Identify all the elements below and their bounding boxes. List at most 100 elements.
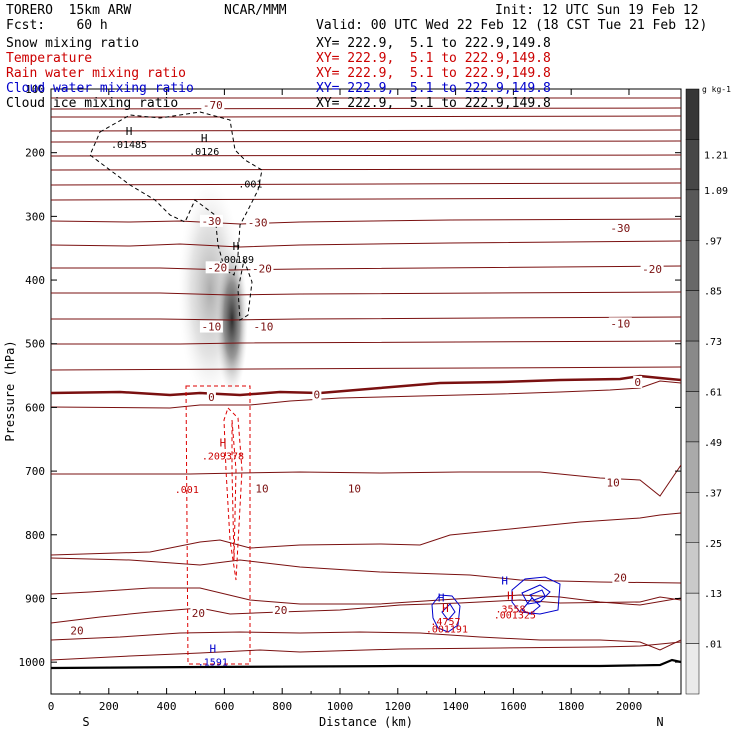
x-tick-label: 1200 [385,700,412,713]
isotherm-label-bg [205,261,229,274]
colorbar-label: .37 [704,488,722,499]
x-tick-label: 1800 [558,700,585,713]
legend-field: Temperature [6,51,93,66]
maximum-value: .3558 [495,605,525,616]
init-time: Init: 12 UTC Sun 19 Feb 12 [495,3,699,18]
colorbar-label: .85 [704,287,722,298]
cloud-water-contours [431,576,561,633]
isotherm-label: 0 [208,391,215,404]
isotherm-label-bg [640,263,664,276]
colorbar-label: 1.21 [704,151,728,162]
y-axis-title: Pressure (hPa) [3,340,17,441]
legend-field: Snow mixing ratio [6,36,140,51]
model-title: TORERO 15km ARW [6,3,132,18]
legend-xsec: XY= 222.9, 5.1 to 222.9,149.8 [316,96,551,111]
colorbar-bin [685,340,700,392]
isotherm-label: 20 [192,607,205,620]
y-tick-label: 200 [25,147,45,160]
maximum-value: .1591 [198,658,228,669]
maximum-marker: H [201,132,208,145]
maximum-marker: H [220,436,227,449]
isotherm-label-bg [201,98,225,111]
plot-area: -70 -30 -30 -30 -20 -20 -20 -10 -10 -10 0 0 0 10 10 10 2… [51,97,681,670]
colorbar-bin [685,441,700,493]
colorbar-bin [685,88,700,140]
legend-xsec: XY= 222.9, 5.1 to 222.9,149.8 [316,81,551,96]
colorbar-label: .13 [704,589,722,600]
isotherm-label: 10 [255,482,268,495]
center-title: NCAR/MMM [224,3,287,18]
colorbar-bin [685,290,700,342]
y-tick-label: 400 [25,274,45,287]
legend-field: Cloud ice mixing ratio [6,96,179,111]
maximum-marker: H [501,574,508,587]
legend-xsec: XY= 222.9, 5.1 to 222.9,149.8 [316,36,551,51]
maximum-marker: H [233,240,240,253]
colorbar-bin [685,189,700,241]
y-tick-label: 500 [25,338,45,351]
colorbar-label: .49 [704,438,722,449]
isotherm-label-bg [605,476,622,489]
colorbar-label: .01 [704,640,722,651]
colorbar-units: g kg-1 [702,85,731,94]
south-end-label: S [82,715,89,729]
isotherm-label: -10 [610,317,630,330]
y-tick-label: 600 [25,401,45,414]
isotherm-label: -20 [207,261,227,274]
x-tick-label: 2000 [616,700,643,713]
x-tick-label: 400 [157,700,177,713]
maximum-value: .001191 [426,624,468,635]
maximum-value: .209378 [202,451,244,462]
colorbar-label: .73 [704,337,722,348]
colorbar-label: .61 [704,388,722,399]
maximum-marker: H [210,643,217,656]
isotherm-label-bg [608,221,632,234]
maximum-value: .001325 [494,610,536,621]
maximum-value: .001 [175,485,199,496]
legend-xsec: XY= 222.9, 5.1 to 222.9,149.8 [316,66,551,81]
isotherm-label-bg [612,571,629,584]
isotherm-label: -20 [252,263,272,276]
x-tick-label: 1600 [500,700,527,713]
isotherm-label-bg [633,375,643,388]
colorbar-label: .25 [704,539,722,550]
maximum-value: .00189 [218,255,254,266]
y-tick-label: 100 [25,83,45,96]
x-tick-label: 1400 [442,700,469,713]
x-tick-label: 800 [272,700,292,713]
isotherm-label: 0 [314,389,321,402]
x-tick-label: 0 [48,700,55,713]
isotherm-label: -10 [201,321,221,334]
legend-field: Cloud water mixing ratio [6,81,194,96]
x-tick-label: 600 [214,700,234,713]
isotherm-label-bg [250,262,274,275]
plot-frame [50,88,682,695]
isotherm-label: -30 [201,215,221,228]
valid-time: Valid: 00 UTC Wed 22 Feb 12 (18 CST Tue … [316,18,708,33]
isotherm-label-bg [253,482,270,495]
maximum-marker: H [507,590,514,603]
maximum-value: .4757 [430,617,460,628]
isotherm-label-bg [69,624,86,637]
colorbar-bin [685,492,700,544]
y-tick-label: 1000 [19,656,46,669]
isotherm-label-bg [608,317,632,330]
y-tick-label: 900 [25,592,45,605]
colorbar-bin [685,139,700,191]
y-tick-label: 800 [25,529,45,542]
isotherm-label-bg [199,214,223,227]
isotherm-label: -30 [610,222,630,235]
x-axis-title: Distance (km) [319,715,413,729]
isotherm-label: 10 [606,477,619,490]
colorbar-bin [685,240,700,291]
isotherm-label-bg [251,320,275,333]
maximum-value: .0126 [189,147,219,158]
x-tick-label: 1000 [327,700,354,713]
isotherm-label-bg [346,482,363,495]
rain-water-contours [185,385,251,665]
colorbar-bin [685,592,700,644]
maximum-value: .001 [238,179,262,190]
legend-xsec: XY= 222.9, 5.1 to 222.9,149.8 [316,51,551,66]
surface-line [51,658,681,670]
